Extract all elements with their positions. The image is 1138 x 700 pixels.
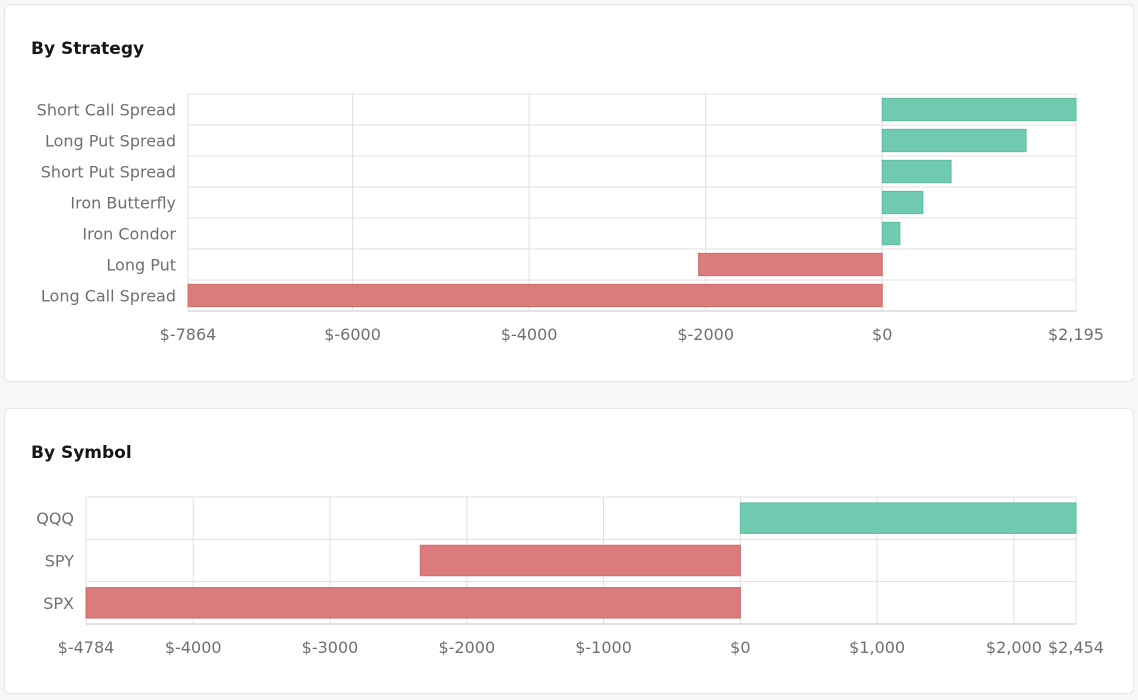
strategy-bar-short-put-spread[interactable] (881, 159, 952, 184)
strategy-category-label: Long Put Spread (45, 132, 176, 151)
strategy-tick-label: $-4000 (501, 325, 558, 344)
strategy-panel: By Strategy Short Call Spread Long Put Sp… (4, 4, 1134, 382)
symbol-bar-qqq[interactable] (739, 502, 1077, 534)
strategy-category-label: Iron Butterfly (70, 194, 176, 213)
symbol-panel-title: By Symbol (31, 443, 132, 463)
symbol-tick-label: $-4784 (58, 638, 115, 657)
strategy-bar-short-call-spread[interactable] (881, 97, 1077, 122)
strategy-panel-title: By Strategy (31, 39, 145, 59)
strategy-tick-label: $-6000 (324, 325, 381, 344)
strategy-category-label: Short Put Spread (41, 163, 176, 182)
strategy-category-label: Iron Condor (82, 225, 176, 244)
symbol-tick-label: $-1000 (575, 638, 632, 657)
symbol-tick-label: $2,454 (1048, 638, 1104, 657)
symbol-chart: QQQ SPY SPX $-4784 $-4000 $-3000 $-2000 $-1000 $… (36, 496, 1104, 657)
strategy-tick-label: $2,195 (1048, 325, 1104, 344)
strategy-category-label: Long Call Spread (41, 287, 176, 306)
symbol-tick-label: $0 (730, 638, 750, 657)
strategy-bar-long-put-spread[interactable] (881, 128, 1027, 153)
symbol-tick-label: $2,000 (986, 638, 1042, 657)
strategy-tick-label: $-7864 (160, 325, 217, 344)
strategy-bar-iron-butterfly[interactable] (881, 190, 924, 215)
symbol-tick-label: $-3000 (302, 638, 359, 657)
strategy-chart: Short Call Spread Long Put Spread Short Pu… (37, 93, 1104, 344)
symbol-tick-label: $-4000 (165, 638, 222, 657)
strategy-bar-iron-condor[interactable] (881, 221, 901, 246)
symbol-tick-label: $-2000 (438, 638, 495, 657)
strategy-category-label: Short Call Spread (37, 101, 176, 120)
strategy-bar-long-call-spread[interactable] (187, 283, 883, 308)
symbol-tick-label: $1,000 (849, 638, 905, 657)
symbol-category-label: SPX (43, 594, 74, 613)
strategy-bar-long-put[interactable] (698, 252, 883, 277)
symbol-category-label: QQQ (36, 509, 74, 528)
strategy-tick-label: $-2000 (677, 325, 734, 344)
symbol-bar-spy[interactable] (419, 544, 741, 577)
strategy-category-label: Long Put (106, 256, 176, 275)
symbol-panel: By Symbol QQQ SPY SPX $-4784 $-4000 $-3000 $-2… (4, 408, 1134, 694)
symbol-category-label: SPY (45, 552, 74, 571)
strategy-tick-label: $0 (872, 325, 892, 344)
symbol-bar-spx[interactable] (85, 587, 741, 619)
